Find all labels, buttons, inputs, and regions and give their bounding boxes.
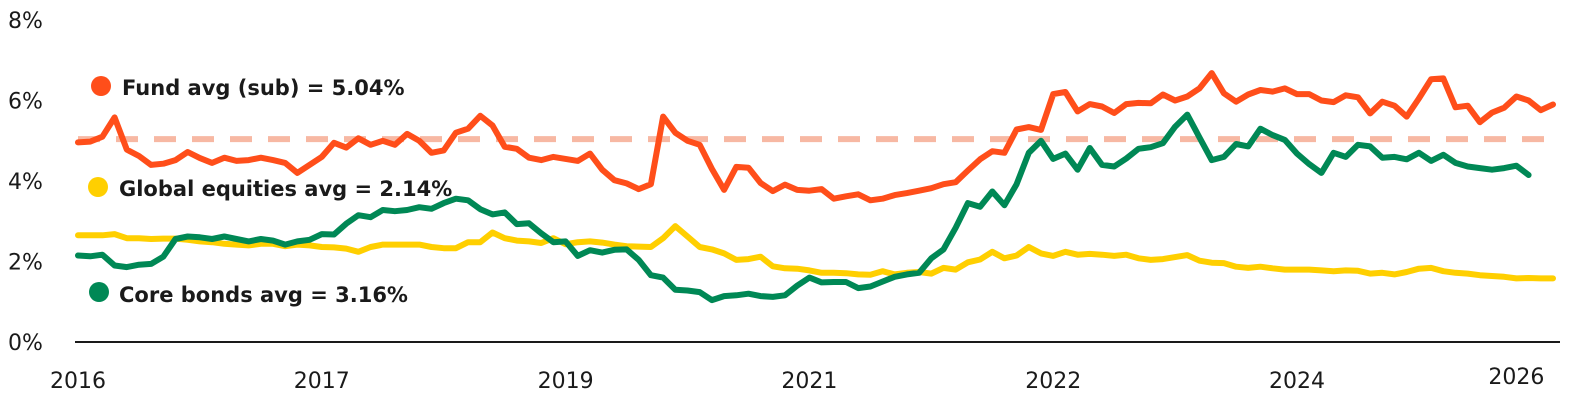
- series-line-fund: [75, 70, 1556, 204]
- x-tick-label-2026: 2026: [1488, 365, 1544, 390]
- x-tick-label-2021: 2021: [781, 369, 837, 394]
- legend-item-core-bonds: Core bonds avg = 3.16%: [89, 282, 408, 307]
- legend-item-global-equities: Global equities avg = 2.14%: [88, 177, 452, 201]
- legend-marker-global-equities: [88, 177, 108, 197]
- legend-label-core-bonds: Core bonds avg = 3.16%: [119, 283, 408, 307]
- legend: Fund avg (sub) = 5.04% Global equities a…: [88, 76, 452, 307]
- x-tick-label-2017: 2017: [294, 369, 350, 394]
- y-tick-label-4: 4%: [8, 170, 43, 195]
- y-axis-ticks: 0% 2% 4% 6% 8%: [8, 9, 43, 356]
- x-tick-label-2024: 2024: [1269, 369, 1325, 394]
- series-line-global-equities: [75, 223, 1556, 282]
- legend-label-global-equities: Global equities avg = 2.14%: [119, 177, 452, 201]
- x-tick-label-2022: 2022: [1025, 369, 1081, 394]
- legend-marker-fund: [91, 76, 111, 96]
- y-tick-label-6: 6%: [8, 90, 43, 115]
- legend-label-fund: Fund avg (sub) = 5.04%: [122, 76, 405, 100]
- x-tick-label-2019: 2019: [538, 369, 594, 394]
- y-tick-label-0: 0%: [8, 331, 43, 356]
- series-lines: [75, 70, 1556, 304]
- legend-item-fund: Fund avg (sub) = 5.04%: [91, 76, 405, 100]
- x-tick-label-2016: 2016: [50, 369, 106, 394]
- series-line-core-bonds: [75, 111, 1532, 304]
- legend-marker-core-bonds: [89, 282, 109, 302]
- y-tick-label-2: 2%: [8, 251, 43, 276]
- y-tick-label-8: 8%: [8, 9, 43, 34]
- x-axis-ticks: 2016 2017 2019 2021 2022 2024 2026: [50, 365, 1544, 394]
